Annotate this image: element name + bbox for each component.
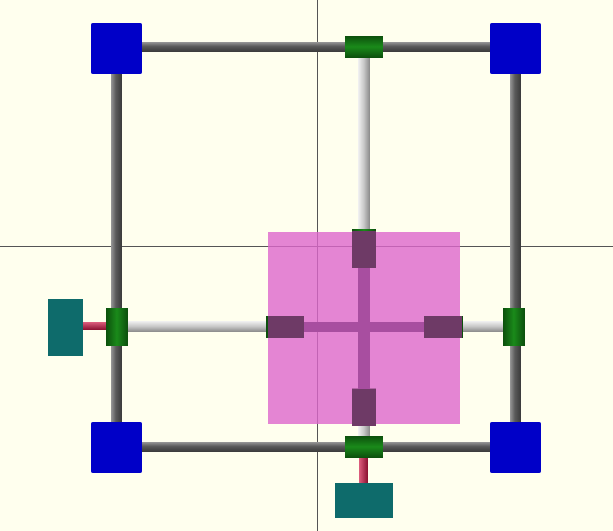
slider-right[interactable] — [424, 316, 462, 338]
connector-icon[interactable] — [106, 308, 128, 346]
bottom-rod[interactable] — [138, 442, 494, 452]
corner-blocks[interactable] — [91, 23, 541, 473]
right-rod[interactable] — [510, 70, 521, 425]
bottom-end-rod[interactable] — [359, 458, 368, 488]
square-icon[interactable] — [490, 23, 541, 74]
square-icon[interactable] — [91, 422, 142, 473]
end-blocks[interactable] — [48, 299, 393, 518]
slider-left[interactable] — [268, 316, 304, 338]
carriage-sliders[interactable] — [268, 231, 462, 426]
connector-icon[interactable] — [503, 308, 525, 346]
left-horizontal-rod[interactable] — [128, 321, 270, 332]
left-end-rod[interactable] — [82, 322, 110, 330]
block-icon[interactable] — [335, 483, 393, 518]
frame-rods[interactable] — [111, 42, 521, 452]
top-rod[interactable] — [138, 42, 494, 52]
right-horizontal-rod[interactable] — [460, 321, 508, 332]
end-rods[interactable] — [82, 322, 368, 488]
carriage-y-rod-overlay — [358, 268, 370, 389]
center-vertical-rod-top[interactable] — [358, 55, 370, 235]
connector-icon[interactable] — [345, 436, 383, 458]
block-icon[interactable] — [48, 299, 83, 356]
square-icon[interactable] — [490, 422, 541, 473]
slider-bottom[interactable] — [352, 389, 376, 426]
connector-icon[interactable] — [345, 36, 383, 58]
square-icon[interactable] — [91, 23, 142, 74]
left-rod[interactable] — [111, 70, 122, 425]
slider-top[interactable] — [352, 231, 376, 268]
